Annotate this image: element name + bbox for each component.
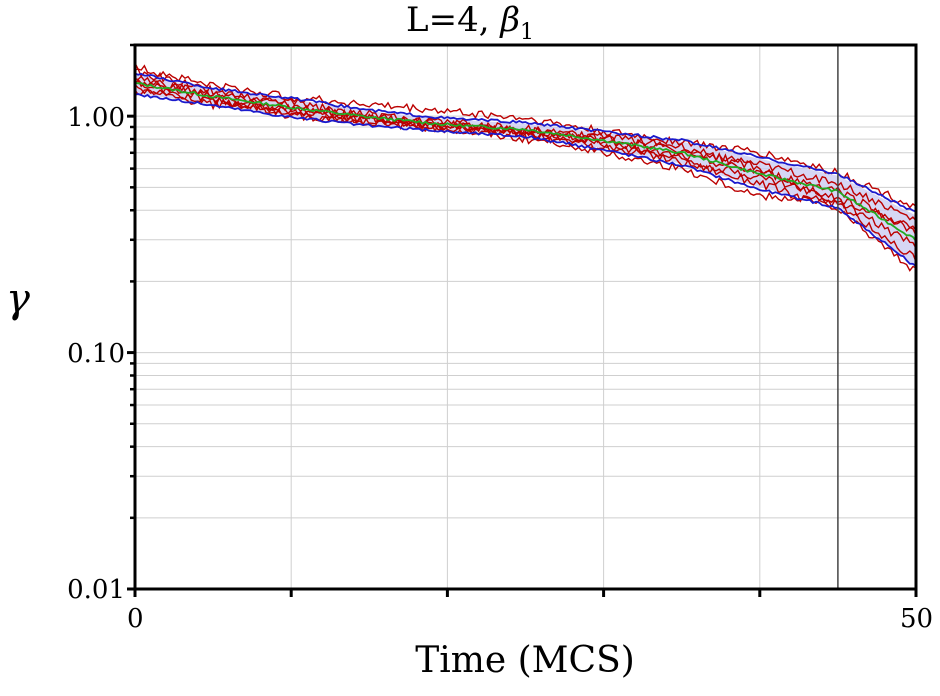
y-tick-label-1: 1.00: [67, 103, 125, 133]
series-line: [134, 84, 917, 236]
axis-ticks: [127, 43, 918, 597]
y-axis-label: γ: [6, 276, 30, 322]
chart-title-subscript: 1: [519, 19, 534, 45]
plot-frame: [133, 43, 918, 591]
series-lines: [134, 62, 917, 272]
series-line: [134, 79, 917, 272]
x-tick-label-0: 0: [127, 604, 144, 634]
grid-lines: [135, 45, 916, 589]
series-line: [134, 62, 917, 209]
series-line: [134, 81, 917, 242]
chart-title-main: L=4,: [406, 0, 501, 40]
chart-title-symbol: β: [500, 0, 520, 40]
series-line: [134, 92, 917, 267]
x-axis-label: Time (MCS): [415, 640, 635, 681]
x-tick-label-50: 50: [900, 604, 934, 634]
series-line: [134, 75, 917, 231]
y-tick-label-3: 0.01: [67, 575, 125, 605]
series-line: [134, 72, 917, 213]
y-tick-label-2: 0.10: [67, 339, 125, 369]
chart-title: L=4, β1: [0, 0, 940, 53]
